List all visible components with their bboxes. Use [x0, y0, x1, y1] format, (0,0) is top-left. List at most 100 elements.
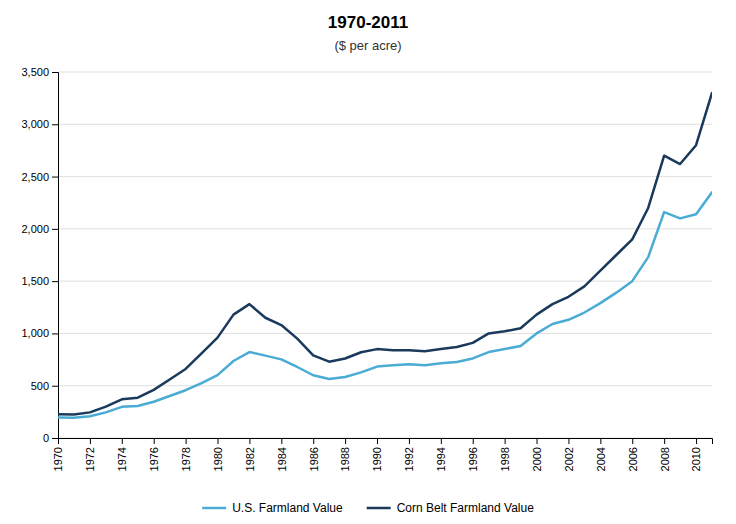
legend-swatch	[202, 507, 226, 510]
x-tick-label: 1998	[499, 447, 511, 471]
lines	[58, 93, 712, 418]
x-tick-mark	[696, 438, 697, 444]
y-tick-label: 3,000	[21, 118, 49, 130]
grid-line	[58, 124, 712, 125]
x-tick: 1978	[180, 438, 192, 471]
x-tick-label: 1970	[52, 447, 64, 471]
grid-line	[58, 281, 712, 282]
x-tick: 1972	[84, 438, 96, 471]
y-tick: 500	[31, 380, 58, 392]
legend-item: U.S. Farmland Value	[202, 501, 343, 515]
x-tick: 1970	[52, 438, 64, 471]
series-line	[58, 93, 712, 415]
x-tick-label: 1980	[212, 447, 224, 471]
x-axis-line	[59, 439, 713, 445]
x-tick-mark	[218, 438, 219, 444]
y-tick-mark	[52, 229, 58, 230]
x-tick-label: 1996	[467, 447, 479, 471]
x-tick-label: 1986	[308, 447, 320, 471]
x-tick: 1990	[371, 438, 383, 471]
x-tick: 2010	[690, 438, 702, 471]
x-tick-label: 1976	[148, 447, 160, 471]
grid-line	[58, 333, 712, 334]
y-tick-label: 1,500	[21, 275, 49, 287]
y-tick-label: 2,500	[21, 171, 49, 183]
grid-line	[58, 72, 712, 73]
x-tick-label: 2000	[531, 447, 543, 471]
legend: U.S. Farmland Value Corn Belt Farmland Va…	[202, 501, 534, 515]
x-axis: 1970 1972 1974 1976 1978 1980 1982 1984 1986 1988…	[52, 438, 712, 471]
y-tick: 0	[43, 432, 58, 444]
x-tick: 1994	[435, 438, 447, 471]
x-tick-label: 1988	[339, 447, 351, 471]
x-tick-mark	[632, 438, 633, 444]
x-tick-label: 2004	[595, 447, 607, 471]
x-tick: 2002	[563, 438, 575, 471]
x-tick-mark	[600, 438, 601, 444]
x-tick: 2006	[627, 438, 639, 471]
x-tick-label: 2008	[658, 447, 670, 471]
grid-line	[58, 385, 712, 386]
grid-line	[58, 176, 712, 177]
x-tick: 1992	[403, 438, 415, 471]
x-tick-label: 1990	[371, 447, 383, 471]
x-tick-mark	[568, 438, 569, 444]
x-tick-mark	[186, 438, 187, 444]
x-tick-mark	[537, 438, 538, 444]
grid	[58, 72, 712, 438]
x-tick-mark	[345, 438, 346, 444]
x-tick-mark	[58, 438, 59, 444]
plot-area: 05001,0001,5002,0002,5003,0003,500197019…	[21, 66, 712, 471]
title: 1970-2011	[328, 13, 408, 32]
x-tick-mark	[473, 438, 474, 444]
legend-label: U.S. Farmland Value	[232, 501, 343, 515]
x-tick-label: 1974	[116, 447, 128, 471]
x-tick: 2004	[595, 438, 607, 471]
x-tick: 1982	[244, 438, 256, 471]
legend-item: Corn Belt Farmland Value	[367, 501, 535, 515]
x-tick: 2008	[658, 438, 670, 471]
y-tick-label: 500	[31, 380, 49, 392]
y-tick: 1,500	[21, 275, 58, 287]
x-tick: 1984	[276, 438, 288, 471]
y-tick-mark	[52, 72, 58, 73]
y-tick-mark	[52, 438, 58, 439]
x-tick-mark	[154, 438, 155, 444]
y-tick-label: 2,000	[21, 223, 49, 235]
x-tick: 1996	[467, 438, 479, 471]
x-tick-mark	[505, 438, 506, 444]
x-tick-mark	[249, 438, 250, 444]
series-line	[58, 192, 712, 417]
x-tick-label: 1992	[403, 447, 415, 471]
y-tick-label: 1,000	[21, 327, 49, 339]
x-tick-mark	[664, 438, 665, 444]
x-tick-mark	[313, 438, 314, 444]
chart: 1970-2011 ($ per acre) 0 500 1,000 1,500 2,000…	[0, 0, 736, 524]
y-tick-mark	[52, 177, 58, 178]
y-tick-mark	[52, 281, 58, 282]
x-tick: 1988	[339, 438, 351, 471]
grid-line	[58, 228, 712, 229]
x-tick-mark	[122, 438, 123, 444]
x-tick-label: 2002	[563, 447, 575, 471]
x-tick: 1986	[308, 438, 320, 471]
x-tick-label: 1982	[244, 447, 256, 471]
x-tick: 2000	[531, 438, 543, 471]
y-axis-line	[52, 73, 59, 439]
subtitle: ($ per acre)	[334, 38, 401, 53]
y-tick: 3,500	[21, 66, 58, 78]
x-tick: 1974	[116, 438, 128, 471]
y-tick-label: 0	[43, 432, 49, 444]
y-tick-label: 3,500	[21, 66, 49, 78]
y-tick: 2,000	[21, 223, 58, 235]
x-tick-mark	[90, 438, 91, 444]
y-tick-mark	[52, 386, 58, 387]
x-tick-mark	[441, 438, 442, 444]
x-tick-mark	[377, 438, 378, 444]
y-tick: 1,000	[21, 327, 58, 339]
x-tick: 1980	[212, 438, 224, 471]
y-axis: 0 500 1,000 1,500 2,000 2,500 3,000 3,500	[21, 66, 58, 444]
legend-label: Corn Belt Farmland Value	[397, 501, 535, 515]
y-tick-mark	[52, 124, 58, 125]
x-tick-mark	[409, 438, 410, 444]
